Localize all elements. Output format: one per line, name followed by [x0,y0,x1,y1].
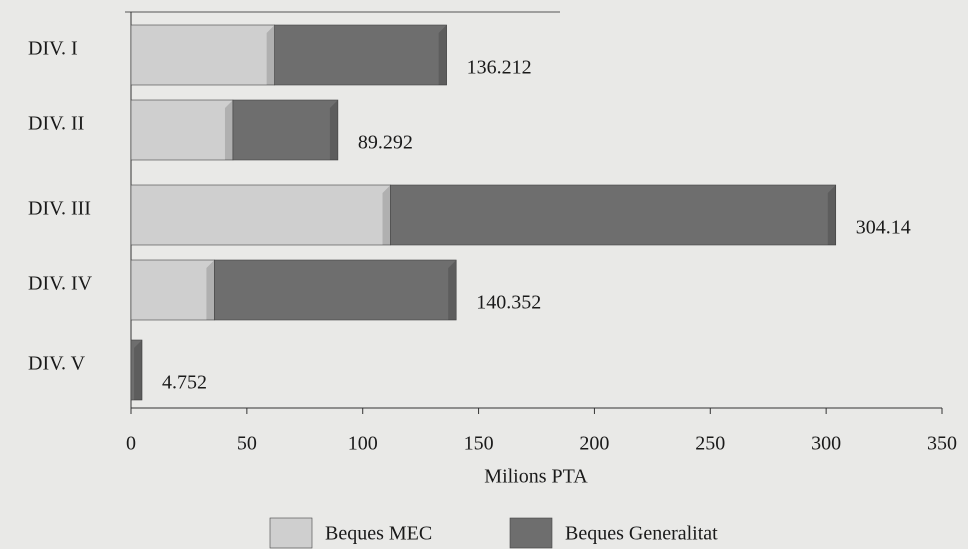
value-label: 89.292 [358,132,413,154]
bar-segment [274,24,447,86]
legend-label: Beques MEC [325,523,432,545]
bar-segment [214,259,457,321]
value-label: 4.752 [162,372,207,394]
x-tick-label: 250 [695,433,725,455]
x-tick-label: 300 [811,433,841,455]
bar-bevel [329,100,338,160]
bar-segment [130,259,215,321]
legend-swatch [509,517,553,549]
y-tick-label: DIV. III [28,198,91,220]
bar-segment [130,99,234,161]
bar-bevel [448,260,457,320]
bar-bevel [382,185,391,245]
x-tick-label: 350 [927,433,957,455]
y-tick-label: DIV. IV [28,273,93,295]
bar-segment [130,339,143,401]
bar-bevel [134,340,143,400]
x-tick-label: 100 [348,433,378,455]
value-label: 136.212 [467,57,532,79]
bar-segment [130,184,391,246]
x-tick-label: 0 [126,433,136,455]
x-tick-label: 50 [237,433,257,455]
bar-bevel [438,25,447,85]
legend-swatch [269,517,313,549]
bar-segment [390,184,837,246]
bar-segment [232,99,339,161]
bar-bevel [224,100,233,160]
bar-bevel [827,185,836,245]
x-tick-label: 200 [579,433,609,455]
value-label: 140.352 [476,292,541,314]
bar-bevel [266,25,275,85]
legend-label: Beques Generalitat [565,523,718,545]
value-label: 304.14 [856,217,911,239]
y-tick-label: DIV. I [28,38,78,60]
bar-bevel [206,260,215,320]
y-tick-label: DIV. V [28,353,86,375]
x-tick-label: 150 [464,433,494,455]
y-tick-label: DIV. II [28,113,84,135]
bar-segment [130,24,275,86]
x-axis-label: Milions PTA [484,466,588,488]
